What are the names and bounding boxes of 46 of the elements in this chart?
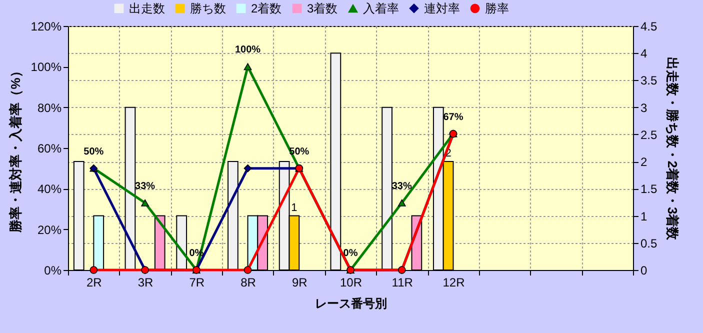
x-tick-label: 11R <box>392 276 414 290</box>
y-tick-label: 80% <box>37 100 62 115</box>
point <box>90 266 98 274</box>
point <box>398 199 406 206</box>
y2-tick-label: 2.5 <box>640 128 658 142</box>
y-tick-label: 120% <box>30 20 62 34</box>
legend-label: 2着数 <box>251 1 282 16</box>
point <box>244 63 252 70</box>
y-tick-label: 20% <box>37 222 62 237</box>
y2-tick-label: 3 <box>640 100 648 115</box>
y2-tick-label: 1.5 <box>640 182 658 196</box>
legend-label: 勝ち数 <box>190 1 226 16</box>
y-tick-label: 40% <box>37 182 62 196</box>
data-label: 50% <box>84 146 104 158</box>
data-label: 33% <box>135 180 156 192</box>
data-label: 1 <box>291 202 298 214</box>
data-label: 100% <box>234 44 261 56</box>
y-tick-label: 0% <box>44 264 62 278</box>
point <box>141 199 149 206</box>
x-tick-label: 7R <box>189 276 205 290</box>
y-axis-title: 勝率・連対率・入着率（%） <box>8 64 23 234</box>
x-tick-label: 2R <box>86 276 102 290</box>
y-tick-label: 60% <box>37 142 62 156</box>
y2-tick-label: 1 <box>640 209 648 224</box>
y2-tick-label: 0 <box>640 264 648 278</box>
x-tick-label: 9R <box>292 276 308 290</box>
legend-label: 出走数 <box>129 1 165 16</box>
legend-label: 3着数 <box>307 1 338 16</box>
y-tick-label: 100% <box>30 60 62 74</box>
y2-axis-title: 出走数・勝ち数・2着数・3着数 <box>665 56 680 242</box>
legend-label: 連対率 <box>424 1 460 16</box>
x-tick-label: 8R <box>240 276 256 290</box>
y2-tick-label: 4 <box>640 46 648 61</box>
x-tick-label: 10R <box>340 276 362 290</box>
data-label: 0% <box>343 248 358 259</box>
x-axis-title: レース番号別 <box>315 296 387 310</box>
y2-tick-label: 3.5 <box>640 74 658 88</box>
point <box>244 266 252 274</box>
y2-tick-label: 4.5 <box>640 20 658 34</box>
y2-tick-label: 2 <box>640 155 648 170</box>
x-tick-label: 3R <box>138 276 154 290</box>
x-tick-label: 12R <box>442 276 466 290</box>
legend-label: 入着率 <box>363 2 399 16</box>
y2-tick-label: 0.5 <box>640 236 658 250</box>
legend-label: 勝率 <box>485 1 509 16</box>
point <box>244 164 252 172</box>
